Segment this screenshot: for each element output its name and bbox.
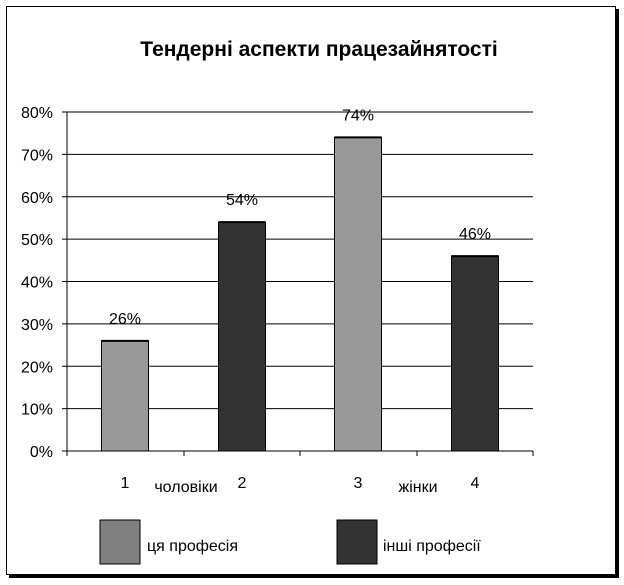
bar bbox=[451, 255, 499, 452]
group-label-women: жінки bbox=[398, 479, 437, 496]
y-tick-label: 80% bbox=[21, 105, 53, 122]
chart-title: Тендерні аспекти працезайнятості bbox=[140, 38, 497, 61]
group-labels: чоловіки жінки bbox=[154, 479, 437, 496]
data-label: 74% bbox=[342, 107, 374, 124]
bar bbox=[218, 221, 266, 452]
group-label-men: чоловіки bbox=[154, 479, 217, 496]
data-labels: 26% 54% 74% 46% bbox=[109, 107, 491, 327]
bar bbox=[101, 340, 149, 452]
y-tick-label: 10% bbox=[21, 402, 53, 419]
y-tick-label: 0% bbox=[30, 444, 53, 461]
y-tick-label: 70% bbox=[21, 147, 53, 164]
category-label: 3 bbox=[354, 475, 363, 492]
data-label: 54% bbox=[226, 192, 258, 209]
y-tick-label: 30% bbox=[21, 317, 53, 334]
category-labels: 1 2 3 4 bbox=[121, 475, 480, 492]
y-tick-label: 60% bbox=[21, 190, 53, 207]
legend-label: ця професія bbox=[147, 538, 238, 555]
y-tick-label: 20% bbox=[21, 359, 53, 376]
category-label: 4 bbox=[471, 475, 480, 492]
chart-frame bbox=[6, 6, 616, 575]
bar bbox=[334, 136, 382, 452]
y-axis-ticks: 0% 10% 20% 30% 40% 50% 60% 70% 80% bbox=[21, 105, 53, 461]
y-tick-label: 50% bbox=[21, 232, 53, 249]
category-label: 1 bbox=[121, 475, 130, 492]
y-tick-label: 40% bbox=[21, 275, 53, 292]
data-label: 46% bbox=[459, 226, 491, 243]
legend: ця професія інші професії bbox=[99, 519, 481, 565]
data-label: 26% bbox=[109, 311, 141, 328]
legend-label: інші професії bbox=[383, 538, 481, 555]
legend-swatch bbox=[336, 519, 378, 565]
legend-swatch bbox=[99, 519, 141, 565]
bars bbox=[101, 136, 499, 452]
category-label: 2 bbox=[238, 475, 247, 492]
